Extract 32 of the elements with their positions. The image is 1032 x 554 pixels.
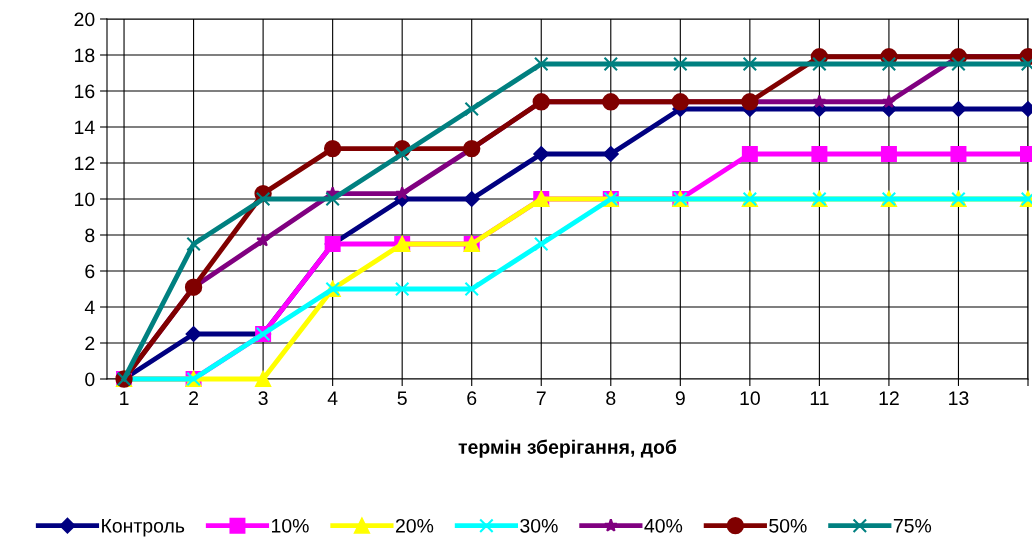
x-tick-label: 2 xyxy=(189,391,198,405)
x-tick-label: 10 xyxy=(740,391,760,406)
y-tick-label: 20 xyxy=(74,12,95,27)
legend-label: Контроль xyxy=(102,519,185,537)
y-tick-label: 0 xyxy=(85,372,95,387)
legend-label: 75% xyxy=(893,518,932,533)
y-tick-label: 12 xyxy=(75,156,95,171)
x-tick-label: 11 xyxy=(810,391,829,405)
legend-label: 30% xyxy=(520,518,558,533)
x-tick-label: 5 xyxy=(397,391,407,406)
x-tick-label: 13 xyxy=(949,391,969,406)
x-tick-label: 6 xyxy=(467,391,477,406)
y-tick-label: 14 xyxy=(75,120,95,135)
x-tick-label: 3 xyxy=(258,391,268,406)
x-tick-label: 7 xyxy=(536,391,546,405)
x-tick-label: 12 xyxy=(879,391,899,405)
legend-label: 20% xyxy=(395,518,434,533)
y-tick-label: 8 xyxy=(85,228,95,243)
y-tick-label: 10 xyxy=(75,192,95,207)
legend-label: 50% xyxy=(769,518,807,533)
y-tick-label: 4 xyxy=(84,300,95,315)
y-tick-label: 16 xyxy=(75,84,95,99)
y-tick-label: 2 xyxy=(85,336,95,351)
x-tick-label: 8 xyxy=(606,391,616,406)
x-tick-label: 9 xyxy=(675,391,685,406)
x-tick-label: 4 xyxy=(327,391,338,405)
y-tick-label: 6 xyxy=(85,264,95,279)
x-axis-title: термін зберігання, доб xyxy=(458,439,677,458)
legend-label: 40% xyxy=(644,518,683,533)
x-tick-label: 1 xyxy=(120,391,129,405)
legend-label: 10% xyxy=(272,518,309,533)
y-tick-label: 18 xyxy=(75,48,95,63)
